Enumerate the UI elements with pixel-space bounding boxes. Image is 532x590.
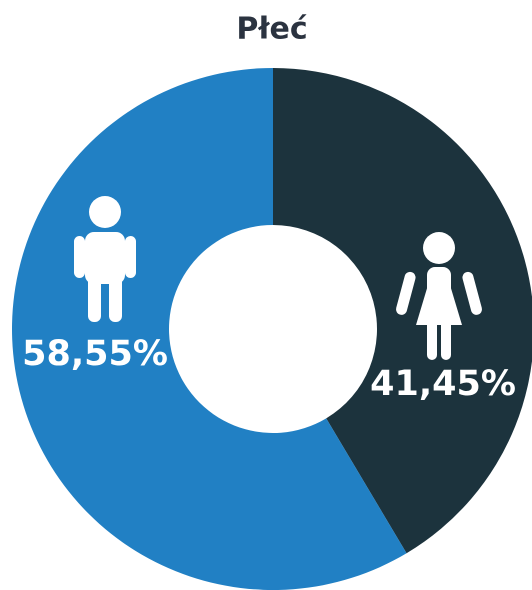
value-label: 58,55% [22,334,168,374]
slices [11,68,532,590]
chart-title: Płeć [236,12,307,47]
male-icon [74,196,136,322]
value-label: 41,45% [370,364,516,404]
female-icon [396,232,482,360]
